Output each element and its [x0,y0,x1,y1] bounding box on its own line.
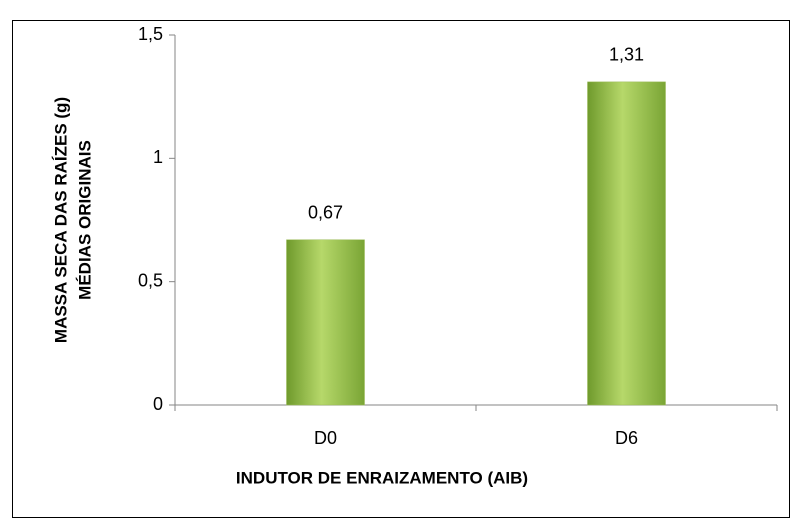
y-tick-label: 1 [153,147,163,167]
x-tick-label: D6 [615,428,638,448]
data-label: 0,67 [308,202,343,222]
x-axis-label: INDUTOR DE ENRAIZAMENTO (AIB) [236,468,528,487]
y-tick-label: 0 [153,394,163,414]
bar [286,239,365,406]
data-label: 1,31 [609,45,644,65]
x-tick-label: D0 [314,428,337,448]
chart-frame [12,20,790,518]
y-tick-label: 1,5 [138,24,163,44]
y-tick-label: 0,5 [138,270,163,290]
bar [587,81,666,406]
y-axis-label: MÉDIAS ORIGINAIS [75,140,94,300]
y-axis-label: MASSA SECA DAS RAÍZES (g) [51,97,70,343]
